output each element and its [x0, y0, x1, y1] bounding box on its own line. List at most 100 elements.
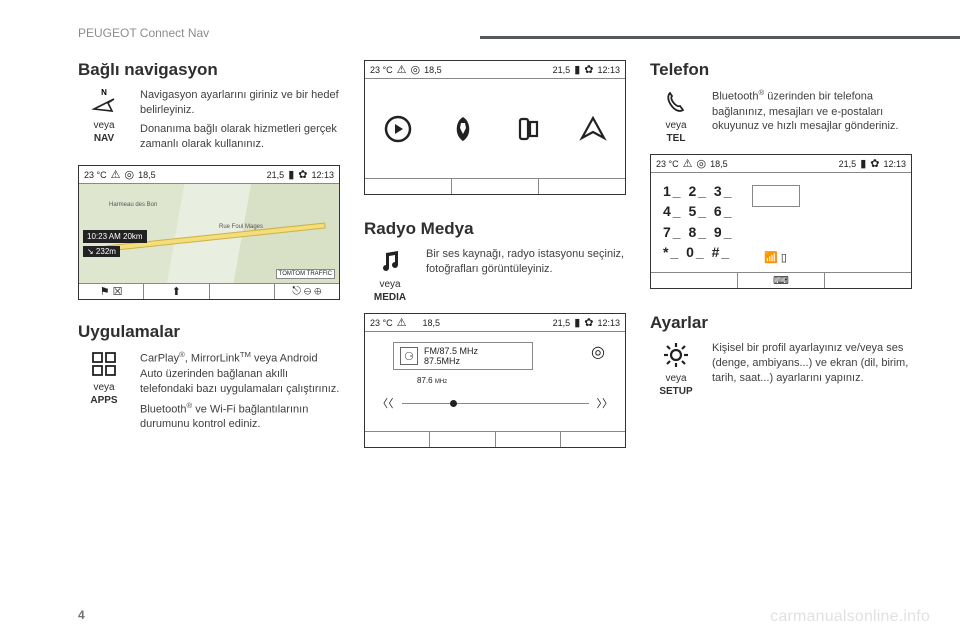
- nav-screen: 23 °C ⚠ ◎ 18,5 21,5 ▮ ✿ 12:13 Harmeau de…: [78, 165, 340, 300]
- music-note-icon: [374, 247, 406, 275]
- radio-text: Bir ses kaynağı, radyo istasyonu seçiniz…: [426, 247, 626, 303]
- column-2: 23 °C ⚠ ◎ 18,5 21,5 ▮ ✿ 12:13: [364, 60, 626, 600]
- phone-body: 1_ 2_ 3_ 4_ 5_ 6_ 7_ 8_ 9_ *_ 0_ #_ 📶 ▯: [651, 173, 911, 272]
- page-top-stripe: [480, 36, 960, 39]
- warning-icon: ⚠: [397, 316, 407, 329]
- keypad-row-2: 4_ 5_ 6_: [663, 201, 734, 221]
- apps-veya: veya: [93, 382, 114, 393]
- apps-label: APPS: [90, 395, 117, 406]
- sb-temp: 23 °C: [84, 170, 107, 180]
- radio-screen: 23 °C ⚠ 18,5 21,5 ▮ ✿ 12:13 ◎ ⚆ FM/87.5 …: [364, 313, 626, 448]
- phone-icon-block: veya TEL: [650, 88, 702, 144]
- settings-icon-block: veya SETUP: [650, 341, 702, 397]
- phone-statusbar: 23 °C ⚠ ◎ 18,5 21,5 ▮ ✿ 12:13: [651, 155, 911, 173]
- gear-small-icon: ✿: [584, 63, 593, 76]
- nav-title: Bağlı navigasyon: [78, 60, 340, 80]
- nav-foot-empty: [210, 284, 275, 299]
- apps-text: CarPlay®, MirrorLinkTM veya Android Auto…: [140, 350, 340, 436]
- settings-label: SETUP: [659, 386, 692, 397]
- page-number: 4: [78, 608, 85, 622]
- keypad-row-1: 1_ 2_ 3_: [663, 181, 734, 201]
- watermark: carmanualsonline.info: [770, 608, 930, 626]
- phone-side: 📶 ▯: [752, 181, 800, 264]
- settings-veya: veya: [665, 373, 686, 384]
- mm-lion-icon: [448, 114, 478, 144]
- mm-statusbar: 23 °C ⚠ ◎ 18,5 21,5 ▮ ✿ 12:13: [365, 61, 625, 79]
- nav-text-2: Donanıma bağlı olarak hizmetleri gerçek …: [140, 122, 340, 152]
- keypad-row-4: *_ 0_ #_: [663, 242, 734, 262]
- sb-v2: 21,5: [267, 170, 285, 180]
- sb-v1: 18,5: [138, 170, 156, 180]
- settings-title: Ayarlar: [650, 313, 912, 333]
- settings-text: Kişisel bir profil ayarlayınız ve/veya s…: [712, 341, 912, 397]
- gear-icon: [660, 341, 692, 369]
- phone-keypad: 1_ 2_ 3_ 4_ 5_ 6_ 7_ 8_ 9_ *_ 0_ #_: [663, 181, 734, 264]
- gear-small-icon: ✿: [870, 157, 879, 170]
- warning-icon: ⚠: [683, 157, 693, 170]
- settings-text-1: Kişisel bir profil ayarlayınız ve/veya s…: [712, 341, 912, 386]
- nav-foot-flags: ⚑ ☒: [79, 284, 144, 299]
- battery-icon: ▮: [574, 63, 580, 76]
- radio-line1: FM/87.5 MHz: [424, 346, 478, 356]
- nav-arrow-icon: N: [88, 88, 120, 116]
- target-icon: ◎: [411, 63, 421, 76]
- map-poi-2: Rue Foul Mages: [219, 224, 263, 230]
- map-dist: ↘ 232m: [83, 246, 120, 257]
- apps-icon-block: veya APPS: [78, 350, 130, 436]
- gear-small-icon: ✿: [584, 316, 593, 329]
- radio-prev-icon: 〈〈: [377, 395, 394, 411]
- nav-statusbar: 23 °C ⚠ ◎ 18,5 21,5 ▮ ✿ 12:13: [79, 166, 339, 184]
- phone-footer: ⌨: [651, 272, 911, 288]
- svg-text:N: N: [101, 89, 107, 97]
- radio-next-icon: 〉〉: [597, 395, 614, 411]
- radio-title: Radyo Medya: [364, 219, 626, 239]
- apps-text-2: Bluetooth® ve Wi-Fi bağlantılarının duru…: [140, 401, 340, 432]
- phone-foot-keypad-icon: ⌨: [738, 273, 825, 288]
- radio-icon-block: veya MEDIA: [364, 247, 416, 303]
- mm-body: [365, 79, 625, 178]
- mainmenu-screen: 23 °C ⚠ ◎ 18,5 21,5 ▮ ✿ 12:13: [364, 60, 626, 195]
- phone-label: TEL: [667, 133, 686, 144]
- radio-label: MEDIA: [374, 292, 406, 303]
- nav-map: Harmeau des Bon Rue Foul Mages 10:23 AM …: [79, 184, 339, 283]
- phone-screen: 23 °C ⚠ ◎ 18,5 21,5 ▮ ✿ 12:13 1_ 2_ 3_ 4…: [650, 154, 912, 289]
- map-eta: 10:23 AM 20km: [83, 230, 147, 243]
- radio-line2: 87.5MHz: [424, 356, 478, 366]
- nav-foot-zoom: ⎋ ⊖ ⊕: [275, 284, 339, 299]
- mm-nav-icon: [578, 114, 608, 144]
- radio-station-box: ⚆ FM/87.5 MHz 87.5MHz: [393, 342, 533, 370]
- phone-veya: veya: [665, 120, 686, 131]
- apps-text-1: CarPlay®, MirrorLinkTM veya Android Auto…: [140, 350, 340, 396]
- phone-display-box: [752, 185, 800, 207]
- column-1: Bağlı navigasyon N veya NAV Navigasyon a…: [78, 60, 340, 600]
- phone-text-1: Bluetooth® üzerinden bir telefona bağlan…: [712, 88, 912, 134]
- battery-icon: ▮: [574, 316, 580, 329]
- radio-statusbar: 23 °C ⚠ 18,5 21,5 ▮ ✿ 12:13: [365, 314, 625, 332]
- mm-footer: [365, 178, 625, 194]
- apps-title: Uygulamalar: [78, 322, 340, 342]
- radio-freq: 87.6 MHz: [417, 376, 613, 385]
- nav-footer: ⚑ ☒ ⬆ ⎋ ⊖ ⊕: [79, 283, 339, 299]
- page-header: PEUGEOT Connect Nav: [78, 26, 209, 40]
- radio-tune-bar: 〈〈 〉〉: [377, 395, 613, 411]
- warning-icon: ⚠: [111, 168, 121, 181]
- keypad-row-3: 7_ 8_ 9_: [663, 222, 734, 242]
- apps-grid-icon: [88, 350, 120, 378]
- map-poi-1: Harmeau des Bon: [109, 202, 157, 208]
- nav-icon-block: N veya NAV: [78, 88, 130, 155]
- battery-icon: ▮: [860, 157, 866, 170]
- mm-phone-icon: [513, 114, 543, 144]
- radio-pin-icon: ◎: [591, 342, 605, 362]
- sb-time: 12:13: [311, 170, 334, 180]
- signal-icon: 📶 ▯: [764, 251, 787, 264]
- column-3: Telefon veya TEL Bluetooth® üzerinden bi…: [650, 60, 912, 600]
- battery-icon: ▮: [288, 168, 294, 181]
- phone-title: Telefon: [650, 60, 912, 80]
- radio-text-1: Bir ses kaynağı, radyo istasyonu seçiniz…: [426, 247, 626, 277]
- gear-small-icon: ✿: [298, 168, 307, 181]
- nav-text-1: Navigasyon ayarlarını giriniz ve bir hed…: [140, 88, 340, 118]
- nav-foot-north: ⬆: [144, 284, 209, 299]
- mm-play-icon: [383, 114, 413, 144]
- map-tomtom-badge: TOMTOM TRAFFIC: [276, 269, 335, 279]
- warning-icon: ⚠: [397, 63, 407, 76]
